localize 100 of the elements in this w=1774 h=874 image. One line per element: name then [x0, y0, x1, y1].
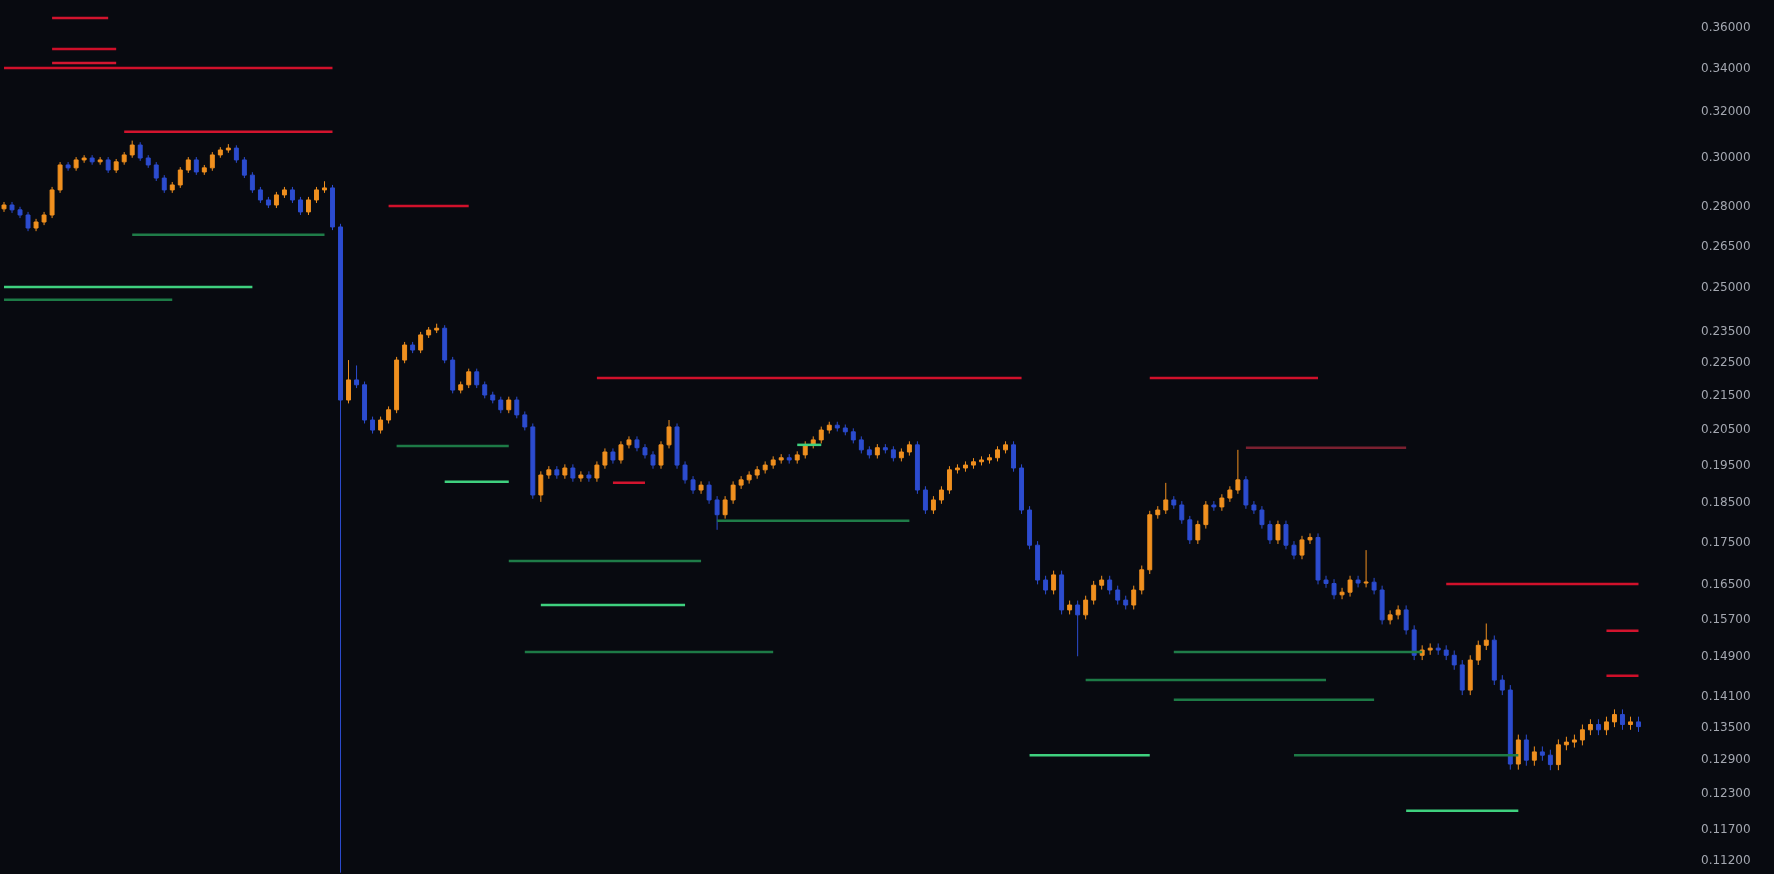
y-tick-label: 0.30000	[1701, 150, 1751, 165]
candlestick	[161, 174, 167, 194]
y-tick-label: 0.28000	[1701, 199, 1751, 214]
candlestick	[1563, 736, 1569, 751]
candlestick	[1347, 575, 1353, 598]
candlestick	[770, 455, 776, 470]
candlestick	[666, 419, 672, 449]
candlestick	[706, 480, 712, 505]
candlestick	[1315, 532, 1321, 585]
candlestick	[714, 495, 720, 531]
y-tick-label: 0.21500	[1701, 387, 1751, 402]
candlestick	[794, 450, 800, 465]
candlestick	[858, 435, 864, 454]
candlestick	[1019, 463, 1025, 515]
candlestick	[946, 465, 952, 495]
candlestick	[249, 171, 255, 194]
candlestick	[1131, 585, 1137, 610]
candlestick	[1612, 708, 1617, 728]
y-tick-label: 0.14100	[1701, 688, 1751, 703]
candlestick	[602, 447, 608, 470]
candlestick	[1171, 495, 1177, 510]
candlestick	[209, 151, 215, 172]
candlestick	[1628, 716, 1633, 731]
candlestick	[1123, 595, 1129, 610]
candlestick	[73, 156, 79, 172]
candlestick	[634, 435, 640, 452]
candlestick	[786, 453, 792, 465]
candlestick	[1139, 565, 1145, 595]
candlestick	[1099, 575, 1105, 591]
candlestick	[514, 396, 520, 419]
candlestick	[298, 196, 303, 216]
candlestick	[1579, 724, 1585, 746]
candlestick	[410, 341, 416, 354]
candlestick	[1235, 449, 1241, 495]
candlestick	[1395, 604, 1401, 620]
y-tick-label: 0.23500	[1701, 324, 1751, 339]
candlestick	[979, 455, 984, 466]
candlestick	[225, 143, 231, 154]
candlestick	[113, 158, 119, 174]
candlestick	[1275, 520, 1281, 545]
candlestick	[834, 421, 840, 432]
candlestick	[1219, 493, 1225, 512]
candlestick	[1299, 535, 1305, 560]
candlestick	[586, 470, 592, 483]
candlestick	[273, 191, 279, 209]
y-tick-label: 0.12900	[1701, 752, 1751, 767]
y-tick-label: 0.32000	[1701, 104, 1751, 119]
candlestick	[898, 447, 904, 462]
candlestick	[746, 470, 752, 485]
candlestick	[1115, 585, 1121, 606]
candlestick	[882, 443, 888, 454]
candlestick	[850, 427, 856, 444]
candlestick	[506, 396, 512, 414]
candlestick	[1459, 659, 1465, 696]
candlestick	[346, 359, 351, 404]
candlestick	[89, 154, 95, 166]
candlestick	[1363, 549, 1369, 588]
candlestick	[1163, 482, 1169, 515]
candlestick	[41, 211, 47, 226]
y-tick-label: 0.15700	[1701, 612, 1751, 627]
candlestick	[1443, 644, 1449, 661]
candlestick	[938, 485, 944, 505]
candlestick	[362, 381, 368, 424]
candlestick	[1539, 745, 1545, 762]
candlestick	[402, 341, 408, 364]
candlestick	[306, 196, 311, 216]
candlestick	[1411, 624, 1417, 661]
candlestick	[1091, 580, 1097, 606]
candlestick	[1259, 505, 1265, 530]
candlestick	[674, 422, 680, 470]
candlestick	[754, 465, 760, 480]
candlestick	[450, 356, 456, 394]
candlestick	[1179, 500, 1185, 525]
candlestick	[1035, 540, 1041, 585]
candlestick	[338, 223, 343, 874]
candlestick	[386, 405, 392, 424]
candlestick	[49, 186, 55, 219]
candlestick	[281, 186, 287, 199]
candlestick	[578, 470, 584, 483]
candlestick	[1147, 510, 1153, 575]
y-tick-label: 0.36000	[1701, 20, 1751, 35]
candlestick	[1531, 745, 1537, 767]
candlestick	[963, 460, 968, 473]
candlestick	[153, 161, 159, 182]
candlestick	[490, 391, 496, 404]
candlestick	[570, 463, 576, 483]
candlestick	[522, 410, 528, 431]
candlestick	[642, 443, 648, 460]
candlestick	[434, 323, 440, 334]
candlestick	[233, 144, 239, 164]
candlestick	[874, 443, 880, 460]
candlestick	[1403, 604, 1409, 636]
candlestick	[1107, 575, 1113, 595]
candlestick	[890, 445, 896, 462]
candlestick	[81, 154, 87, 164]
candlestick	[25, 211, 31, 232]
candlestick	[1507, 684, 1513, 771]
candlestick	[1267, 520, 1273, 545]
candlestick	[722, 495, 728, 520]
y-tick-label: 0.13500	[1701, 719, 1751, 734]
